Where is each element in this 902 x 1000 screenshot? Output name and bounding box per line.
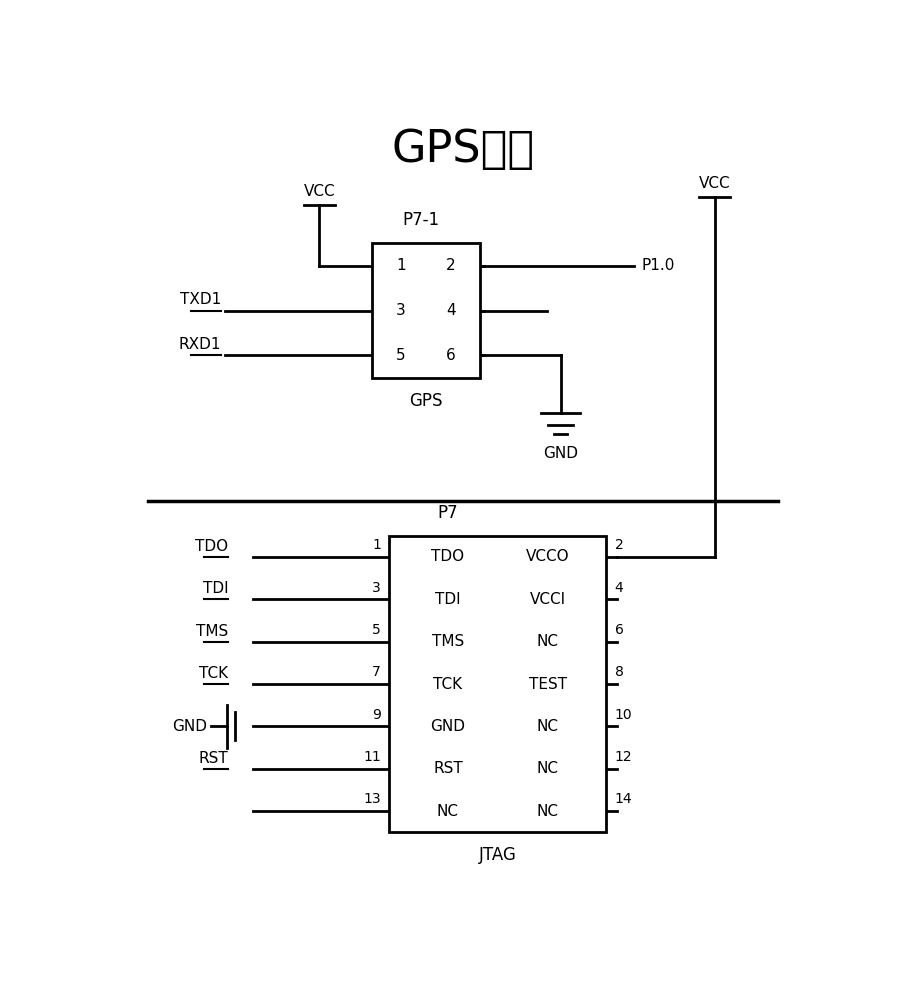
Text: 11: 11 [363,750,381,764]
Text: NC: NC [536,761,558,776]
Text: P1.0: P1.0 [640,258,674,273]
Text: TEST: TEST [528,677,566,692]
Text: TDI: TDI [202,581,228,596]
Text: NC: NC [536,804,558,819]
Text: 2: 2 [446,258,456,273]
Text: JTAG: JTAG [478,846,516,864]
Text: GND: GND [430,719,465,734]
Text: 12: 12 [614,750,631,764]
Text: TDI: TDI [435,592,460,607]
Text: TMS: TMS [431,634,464,649]
Text: 3: 3 [396,303,406,318]
Text: RXD1: RXD1 [179,337,221,352]
Text: GND: GND [172,719,207,734]
Text: 9: 9 [372,708,381,722]
Text: NC: NC [437,804,458,819]
Text: VCC: VCC [303,184,335,199]
Text: GPS模块: GPS模块 [391,128,534,171]
Text: P7: P7 [437,504,457,522]
Text: 4: 4 [614,581,622,595]
Text: 13: 13 [363,792,381,806]
Text: TMS: TMS [196,624,228,639]
Text: TDO: TDO [195,539,228,554]
Text: 5: 5 [372,623,381,637]
Text: 6: 6 [446,348,456,363]
Text: 4: 4 [446,303,456,318]
Text: NC: NC [536,634,558,649]
Text: VCCI: VCCI [529,592,566,607]
Text: VCC: VCC [698,176,730,191]
Text: TXD1: TXD1 [179,292,221,307]
Text: 7: 7 [372,665,381,679]
Text: NC: NC [536,719,558,734]
Text: 8: 8 [614,665,623,679]
Bar [372,243,480,378]
Text: TDO: TDO [431,549,464,564]
Text: 1: 1 [372,538,381,552]
Text: TCK: TCK [433,677,462,692]
Text: 2: 2 [614,538,622,552]
Text: RST: RST [433,761,462,776]
Text: 1: 1 [396,258,406,273]
Text: 5: 5 [396,348,406,363]
Text: P7-1: P7-1 [401,211,438,229]
Text: 6: 6 [614,623,623,637]
Text: 14: 14 [614,792,631,806]
Text: 10: 10 [614,708,631,722]
Text: GPS: GPS [409,392,442,410]
Text: TCK: TCK [199,666,228,681]
Text: RST: RST [198,751,228,766]
Bar [389,536,605,832]
Text: 3: 3 [372,581,381,595]
Text: VCCO: VCCO [525,549,569,564]
Text: GND: GND [543,446,577,461]
